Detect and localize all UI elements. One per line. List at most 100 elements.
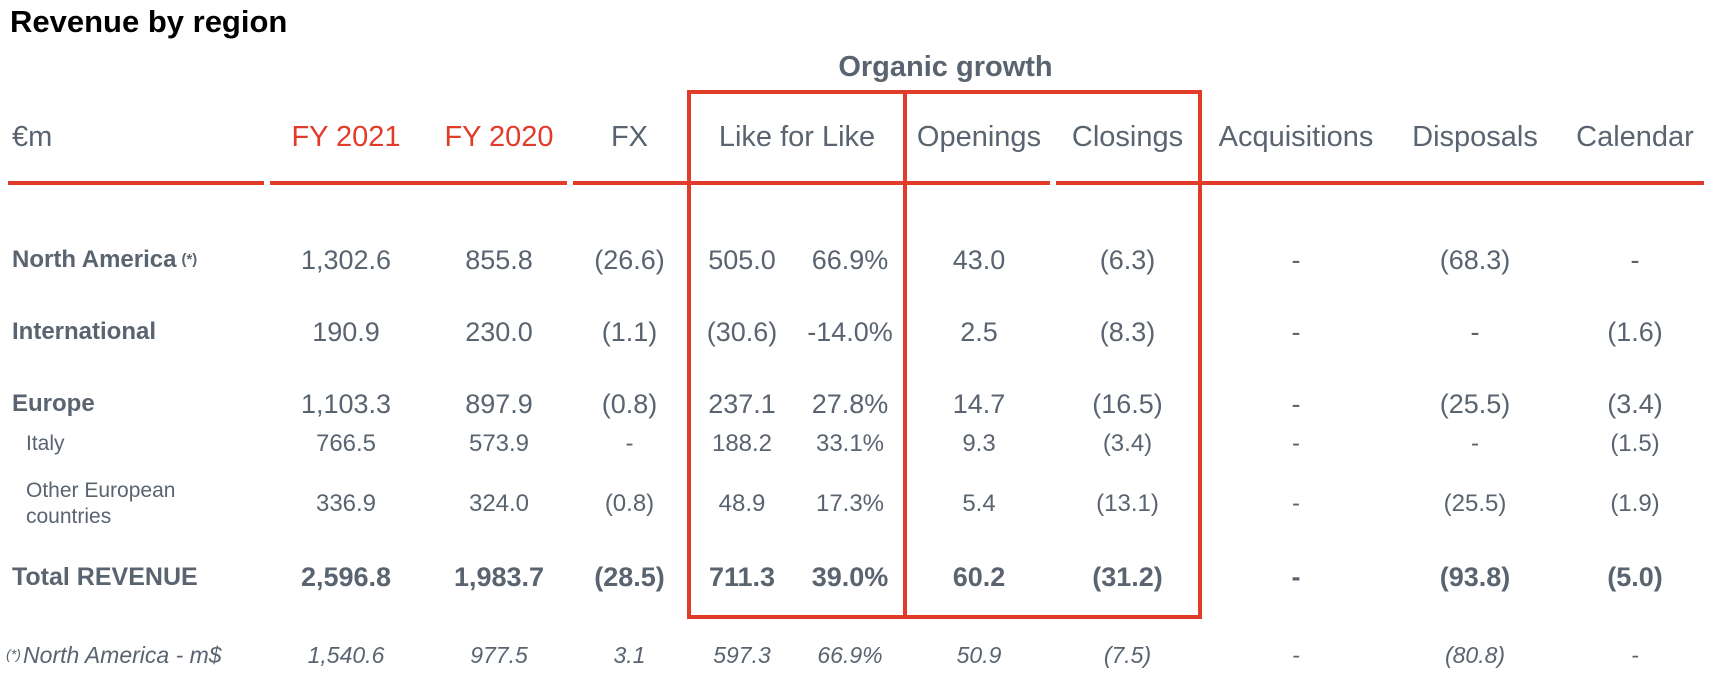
value-cell: 324.0	[468, 490, 530, 517]
row-label: Italy	[0, 426, 264, 462]
value-cell: 766.5	[315, 430, 377, 457]
value-cell: (3.4)	[1607, 388, 1663, 419]
value-cell: (25.5)	[1439, 388, 1511, 419]
value-cell: -14.0%	[807, 316, 893, 347]
value-cell: (31.2)	[1092, 561, 1163, 592]
row-label: International	[0, 298, 264, 366]
value-cell: (26.6)	[594, 244, 665, 275]
value-cell: 1,103.3	[300, 388, 392, 419]
value-cell: 27.8%	[811, 388, 889, 419]
row-label-text: Europe	[12, 390, 95, 417]
row-label: North America (*)	[0, 184, 264, 298]
value-cell: (0.8)	[604, 490, 655, 517]
value-cell: (5.0)	[1607, 561, 1663, 592]
value-cell: 230.0	[465, 316, 533, 347]
organic-growth-group-header: Organic growth	[838, 51, 1053, 83]
revenue-by-region-table: Organic growth €m FY 2021 FY 2020 FX Like for…	[0, 45, 1710, 686]
value-cell: 50.9	[956, 641, 1002, 668]
value-cell: (6.3)	[1099, 244, 1156, 275]
value-cell: 60.2	[952, 561, 1006, 592]
col-header-fy2020: FY 2020	[444, 120, 554, 153]
value-cell: 14.7	[952, 388, 1006, 419]
row-label-text: Total REVENUE	[12, 562, 198, 591]
value-cell: (28.5)	[594, 561, 665, 592]
value-cell: -	[1292, 430, 1300, 457]
col-header-like-for-like: Like for Like	[718, 120, 876, 153]
value-cell: (25.5)	[1443, 490, 1507, 517]
value-cell: -	[1291, 244, 1301, 275]
value-cell: 2,596.8	[300, 561, 392, 592]
value-cell: (0.8)	[601, 388, 658, 419]
footnote-marker: (*)	[181, 252, 198, 268]
value-cell: 1,983.7	[453, 561, 545, 592]
value-cell: 39.0%	[811, 561, 889, 592]
underline-gap	[567, 181, 573, 185]
page-title: Revenue by region	[10, 4, 288, 39]
value-cell: 597.3	[713, 641, 771, 668]
value-cell: (1.6)	[1607, 316, 1663, 347]
value-cell: -	[625, 430, 634, 457]
value-cell: (3.4)	[1102, 430, 1153, 457]
value-cell: 573.9	[468, 430, 530, 457]
value-cell: -	[1631, 641, 1639, 668]
row-label-text: Italy	[26, 432, 65, 456]
value-cell: (16.5)	[1092, 388, 1163, 419]
value-cell: 9.3	[962, 430, 996, 457]
value-cell: 711.3	[708, 561, 776, 592]
row-label: Total REVENUE	[0, 546, 264, 608]
value-cell: 48.9	[718, 490, 766, 517]
value-cell: 43.0	[952, 244, 1006, 275]
row-label: (*) North America - m$	[0, 624, 264, 686]
value-cell: 66.9%	[817, 641, 883, 668]
value-cell: (1.9)	[1610, 490, 1660, 517]
row-label-text: North America	[12, 246, 177, 273]
value-cell: 66.9%	[811, 244, 889, 275]
value-cell: 5.4	[962, 490, 996, 517]
value-cell: 190.9	[312, 316, 380, 347]
value-cell: 237.1	[708, 388, 776, 419]
value-cell: -	[1630, 244, 1640, 275]
value-cell: 1,540.6	[307, 641, 385, 668]
underline-gap	[264, 181, 270, 185]
row-label-text: International	[12, 318, 157, 345]
col-header-fy2021: FY 2021	[291, 120, 401, 153]
value-cell: -	[1292, 490, 1300, 517]
value-cell: (68.3)	[1439, 244, 1511, 275]
value-cell: (8.3)	[1099, 316, 1156, 347]
value-cell: 3.1	[613, 641, 646, 668]
row-label: Other European countries	[0, 462, 264, 546]
unit-label: €m	[12, 120, 53, 153]
value-cell: -	[1471, 430, 1479, 457]
value-cell: 188.2	[711, 430, 773, 457]
value-cell: 977.5	[470, 641, 528, 668]
underline-gap	[1050, 181, 1056, 185]
col-header-closings: Closings	[1071, 120, 1184, 153]
col-header-fx: FX	[610, 120, 649, 153]
col-header-openings: Openings	[916, 120, 1042, 153]
value-cell: (1.5)	[1610, 430, 1660, 457]
col-header-disposals: Disposals	[1412, 120, 1538, 153]
value-cell: 33.1%	[815, 430, 885, 457]
value-cell: (30.6)	[706, 316, 778, 347]
value-cell: 855.8	[465, 244, 533, 275]
value-cell: 1,302.6	[300, 244, 392, 275]
value-cell: -	[1291, 561, 1301, 592]
col-header-acquisitions: Acquisitions	[1218, 120, 1374, 153]
row-label: Europe	[0, 366, 264, 426]
value-cell: 336.9	[315, 490, 377, 517]
value-cell: 505.0	[708, 244, 776, 275]
value-cell: -	[1291, 388, 1301, 419]
footnote-marker: (*)	[6, 647, 22, 663]
value-cell: 17.3%	[815, 490, 885, 517]
value-cell: (93.8)	[1439, 561, 1511, 592]
row-label-text: Other European countries	[26, 479, 176, 528]
value-cell: 897.9	[465, 388, 533, 419]
value-cell: -	[1470, 316, 1480, 347]
value-cell: -	[1291, 316, 1301, 347]
value-cell: (1.1)	[601, 316, 658, 347]
col-header-calendar: Calendar	[1576, 120, 1694, 153]
row-label-text: North America - m$	[23, 641, 222, 668]
value-cell: (7.5)	[1103, 641, 1152, 668]
value-cell: 2.5	[960, 316, 998, 347]
